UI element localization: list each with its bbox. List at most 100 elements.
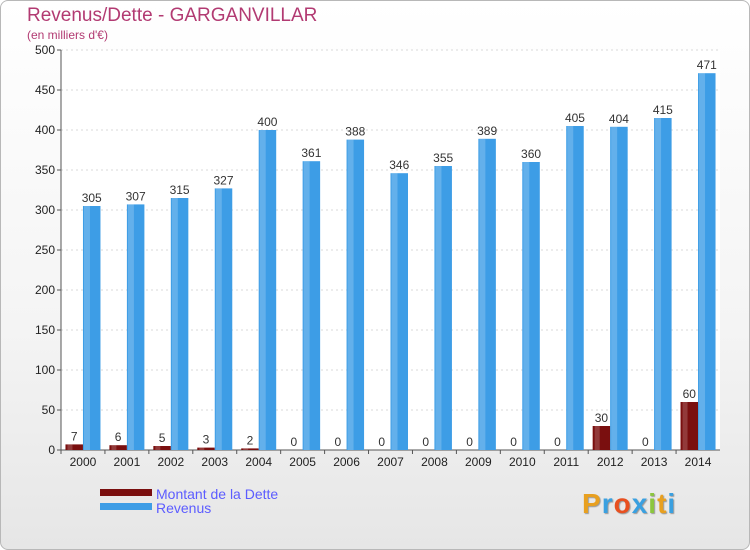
data-label-revenus-2013: 415 — [653, 103, 673, 117]
logo-letter: x — [631, 488, 649, 519]
data-label-revenus-2007: 346 — [389, 158, 409, 172]
data-label-dette-2005: 0 — [291, 435, 298, 449]
data-label-revenus-2014: 471 — [697, 58, 717, 72]
legend-label-dette: Montant de la Dette — [156, 486, 279, 502]
x-tick-label: 2014 — [685, 455, 712, 469]
bar-revenus-shine — [611, 126, 618, 451]
bar-revenus-2012 — [610, 126, 628, 451]
bar-revenus-2005 — [302, 161, 321, 450]
chart-subtitle: (en milliers d'€) — [27, 28, 108, 42]
data-label-dette-2014: 60 — [683, 387, 697, 401]
proxiti-logo: Proxiti — [582, 488, 676, 520]
bar-revenus-shine — [127, 204, 134, 450]
x-tick-label: 2010 — [509, 455, 536, 469]
y-tick-label: 150 — [35, 323, 55, 337]
data-label-revenus-2003: 327 — [214, 173, 234, 187]
bar-dette-2003 — [197, 447, 215, 450]
data-label-dette-2009: 0 — [466, 435, 473, 449]
data-label-dette-2006: 0 — [334, 435, 341, 449]
y-tick-label: 250 — [35, 243, 55, 257]
bar-dette-shine — [682, 402, 688, 450]
legend-label-revenus: Revenus — [156, 500, 212, 516]
x-tick-label: 2007 — [377, 455, 404, 469]
bar-revenus-2003 — [214, 188, 233, 450]
bar-dette-2012 — [592, 426, 611, 450]
bar-revenus-shine — [83, 206, 90, 450]
bar-dette-2002 — [153, 446, 171, 450]
bar-dette-2000 — [65, 444, 83, 450]
bar-revenus-2013 — [654, 118, 672, 450]
bar-revenus-shine — [215, 188, 222, 450]
x-tick-label: 2012 — [597, 455, 624, 469]
bar-dette-shine — [243, 448, 249, 450]
y-tick-label: 500 — [35, 43, 55, 57]
x-tick-label: 2003 — [201, 455, 228, 469]
bar-revenus-2000 — [82, 206, 101, 450]
bar-revenus-2010 — [522, 162, 540, 450]
bar-revenus-2001 — [126, 204, 145, 450]
y-tick-label: 450 — [35, 83, 55, 97]
bar-dette-shine — [67, 444, 73, 450]
data-label-revenus-2009: 389 — [477, 124, 497, 138]
data-label-dette-2011: 0 — [554, 435, 561, 449]
bar-dette-shine — [199, 447, 205, 450]
x-tick-label: 2001 — [114, 455, 141, 469]
x-tick-label: 2000 — [70, 455, 97, 469]
y-tick-label: 200 — [35, 283, 55, 297]
x-tick-label: 2008 — [421, 455, 448, 469]
x-tick-label: 2011 — [553, 455, 579, 469]
data-label-revenus-2001: 307 — [126, 189, 146, 203]
data-label-dette-2012: 30 — [595, 411, 609, 425]
x-tick-label: 2004 — [245, 455, 272, 469]
bar-revenus-2011 — [566, 126, 584, 450]
x-tick-label: 2002 — [157, 455, 184, 469]
data-label-revenus-2005: 361 — [301, 146, 321, 160]
bar-revenus-shine — [347, 139, 354, 450]
data-label-dette-2007: 0 — [378, 435, 385, 449]
legend-swatch-revenus — [100, 503, 152, 510]
bar-dette-2014 — [680, 402, 699, 450]
bar-revenus-2006 — [346, 139, 365, 450]
bar-revenus-shine — [479, 138, 486, 451]
bar-revenus-2009 — [478, 138, 496, 451]
data-label-dette-2008: 0 — [422, 435, 429, 449]
logo-letter: o — [613, 488, 632, 519]
y-tick-label: 50 — [42, 403, 56, 417]
data-label-revenus-2006: 388 — [345, 125, 365, 139]
bar-revenus-2004 — [258, 130, 277, 450]
chart-title: Revenus/Dette - GARGANVILLAR — [27, 5, 318, 26]
bar-dette-shine — [594, 426, 600, 450]
bar-revenus-shine — [171, 198, 178, 450]
data-label-revenus-2004: 400 — [257, 115, 277, 129]
x-tick-label: 2006 — [333, 455, 360, 469]
bar-revenus-2007 — [390, 173, 408, 450]
bar-dette-shine — [111, 445, 117, 450]
bar-dette-2001 — [109, 445, 127, 450]
data-label-revenus-2002: 315 — [170, 183, 190, 197]
bar-revenus-2008 — [434, 166, 452, 450]
bar-revenus-2002 — [170, 198, 189, 450]
y-tick-label: 300 — [35, 203, 55, 217]
y-tick-label: 0 — [48, 443, 55, 457]
data-label-revenus-2008: 355 — [433, 151, 453, 165]
y-tick-label: 100 — [35, 363, 55, 377]
logo-letter: P — [582, 488, 602, 519]
bar-dette-2004 — [241, 448, 259, 450]
bar-revenus-shine — [435, 166, 442, 450]
bar-dette-shine — [155, 446, 161, 450]
bar-revenus-shine — [523, 162, 530, 450]
bar-revenus-shine — [655, 118, 662, 450]
x-tick-label: 2005 — [289, 455, 316, 469]
data-label-dette-2010: 0 — [510, 435, 517, 449]
bar-revenus-shine — [567, 126, 574, 450]
bar-revenus-shine — [391, 173, 398, 450]
logo-letter: i — [667, 488, 677, 519]
x-tick-label: 2013 — [641, 455, 668, 469]
bar-revenus-shine — [699, 73, 706, 450]
data-label-dette-2013: 0 — [642, 435, 649, 449]
logo-letter: i — [648, 488, 658, 519]
logo-letter: t — [657, 488, 668, 519]
data-label-dette-2003: 3 — [203, 433, 210, 447]
data-label-dette-2002: 5 — [159, 431, 166, 445]
